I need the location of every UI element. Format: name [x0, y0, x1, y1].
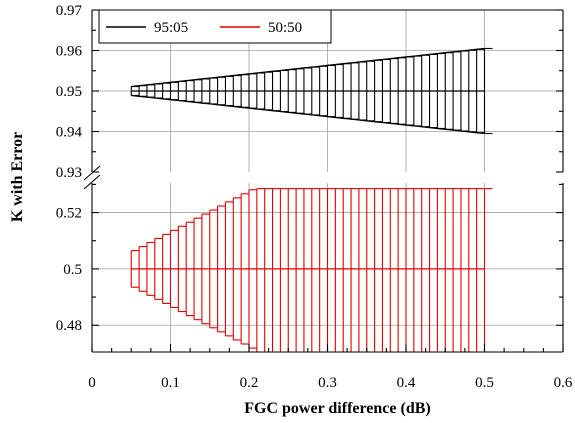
y-tick-label: 0.52 — [56, 206, 82, 222]
plot-frame — [83, 9, 564, 353]
y-axis-label: K with Error — [9, 132, 26, 222]
error-envelope-upper — [131, 47, 485, 88]
y-tick-label: 0.48 — [56, 318, 82, 334]
legend-label: 95:05 — [154, 20, 188, 36]
x-axis-label: FGC power difference (dB) — [244, 400, 430, 417]
x-tick-label: 0.1 — [161, 375, 180, 391]
x-tick-label: 0.6 — [554, 375, 573, 391]
error-envelope-lower — [131, 94, 485, 135]
axis-break-mark — [83, 174, 101, 190]
y-tick-label: 0.5 — [63, 262, 82, 278]
y-tick-label: 0.97 — [56, 3, 83, 19]
legend-label: 50:50 — [268, 20, 302, 36]
ticks: 0 0.1 0.2 0.3 0.4 0.5 0.6 0.93 0.94 0.95 0.96 0.97 0… — [56, 3, 573, 391]
x-tick-label: 0 — [88, 375, 96, 391]
y-tick-label: 0.93 — [56, 165, 82, 181]
series-95-05 — [130, 47, 493, 135]
legend: 95:05 50:50 — [98, 9, 332, 44]
y-tick-label: 0.94 — [56, 125, 83, 141]
y-tick-label: 0.96 — [56, 44, 83, 60]
x-tick-label: 0.5 — [475, 375, 494, 391]
x-tick-label: 0.4 — [397, 375, 416, 391]
x-tick-label: 0.3 — [318, 375, 337, 391]
axis-break-mark — [83, 165, 101, 181]
y-tick-label: 0.95 — [56, 84, 82, 100]
series-50-50 — [130, 188, 493, 352]
x-tick-label: 0.2 — [240, 375, 259, 391]
